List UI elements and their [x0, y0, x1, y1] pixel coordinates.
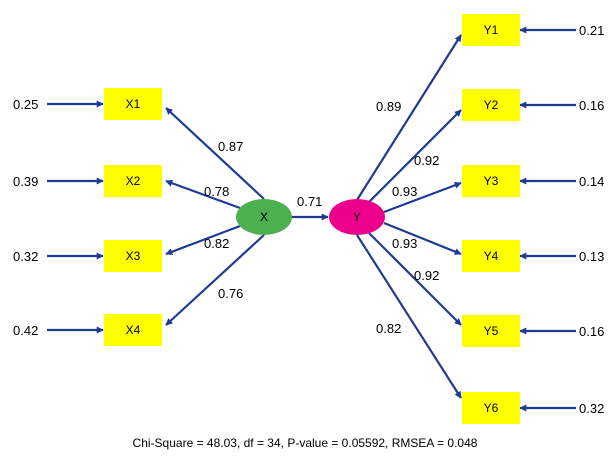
indicator-label-x4: X4 [126, 323, 141, 337]
loading-arrow-y2 [368, 109, 462, 203]
error-label-x3: 0.32 [13, 249, 38, 264]
loading-label-x3: 0.82 [204, 236, 229, 251]
loading-label-x2: 0.78 [204, 184, 229, 199]
loading-label-y6: 0.82 [376, 321, 401, 336]
indicator-box-x3 [104, 240, 162, 272]
loading-label-x4: 0.76 [218, 286, 243, 301]
indicator-box-y1 [462, 14, 520, 46]
indicator-label-y3: Y3 [484, 174, 499, 188]
error-label-x1: 0.25 [13, 97, 38, 112]
error-label-y6: 0.32 [579, 401, 604, 416]
indicator-label-x1: X1 [126, 97, 141, 111]
indicator-label-y4: Y4 [484, 249, 499, 263]
loading-label-y5: 0.92 [414, 268, 439, 283]
indicator-box-y3 [462, 165, 520, 197]
indicator-label-x2: X2 [126, 174, 141, 188]
indicator-label-y5: Y5 [484, 324, 499, 338]
fit-statistics: Chi-Square = 48.03, df = 34, P-value = 0… [133, 436, 478, 450]
indicator-label-y1: Y1 [484, 23, 499, 37]
indicator-box-y5 [462, 315, 520, 347]
loading-label-y3: 0.93 [392, 184, 417, 199]
loading-label-y1: 0.89 [376, 99, 401, 114]
loading-arrow-y4 [383, 221, 462, 256]
error-label-y3: 0.14 [579, 174, 604, 189]
indicator-box-y2 [462, 89, 520, 121]
loading-arrow-x4 [165, 234, 265, 326]
loading-arrow-y3 [383, 181, 462, 214]
indicator-box-x2 [104, 165, 162, 197]
indicator-box-y4 [462, 240, 520, 272]
indicator-label-x3: X3 [126, 249, 141, 263]
error-label-y2: 0.16 [579, 98, 604, 113]
loading-arrow-y1 [356, 34, 462, 201]
indicator-label-y2: Y2 [484, 98, 499, 112]
indicator-box-y6 [462, 392, 520, 424]
loading-label-y2: 0.92 [414, 153, 439, 168]
latent-x-ellipse [236, 199, 292, 235]
loading-arrow-y6 [356, 234, 462, 399]
loading-label-x1: 0.87 [218, 139, 243, 154]
error-label-y5: 0.16 [579, 324, 604, 339]
loading-arrow-x1 [165, 107, 265, 200]
latent-y-label: Y [353, 210, 361, 224]
loading-label-y4: 0.93 [392, 236, 417, 251]
error-label-y1: 0.21 [579, 23, 604, 38]
loading-arrow-x2 [165, 179, 241, 210]
loading-arrow-y5 [368, 232, 462, 326]
error-label-x2: 0.39 [13, 174, 38, 189]
latent-y-ellipse [329, 199, 385, 235]
error-label-x4: 0.42 [13, 323, 38, 338]
indicator-box-x4 [104, 314, 162, 346]
indicator-label-y6: Y6 [484, 401, 499, 415]
loading-arrow-x3 [165, 224, 241, 256]
indicator-box-x1 [104, 88, 162, 120]
latent-x-label: X [260, 210, 268, 224]
structural-path-coefficient: 0.71 [297, 194, 322, 209]
error-label-y4: 0.13 [579, 249, 604, 264]
